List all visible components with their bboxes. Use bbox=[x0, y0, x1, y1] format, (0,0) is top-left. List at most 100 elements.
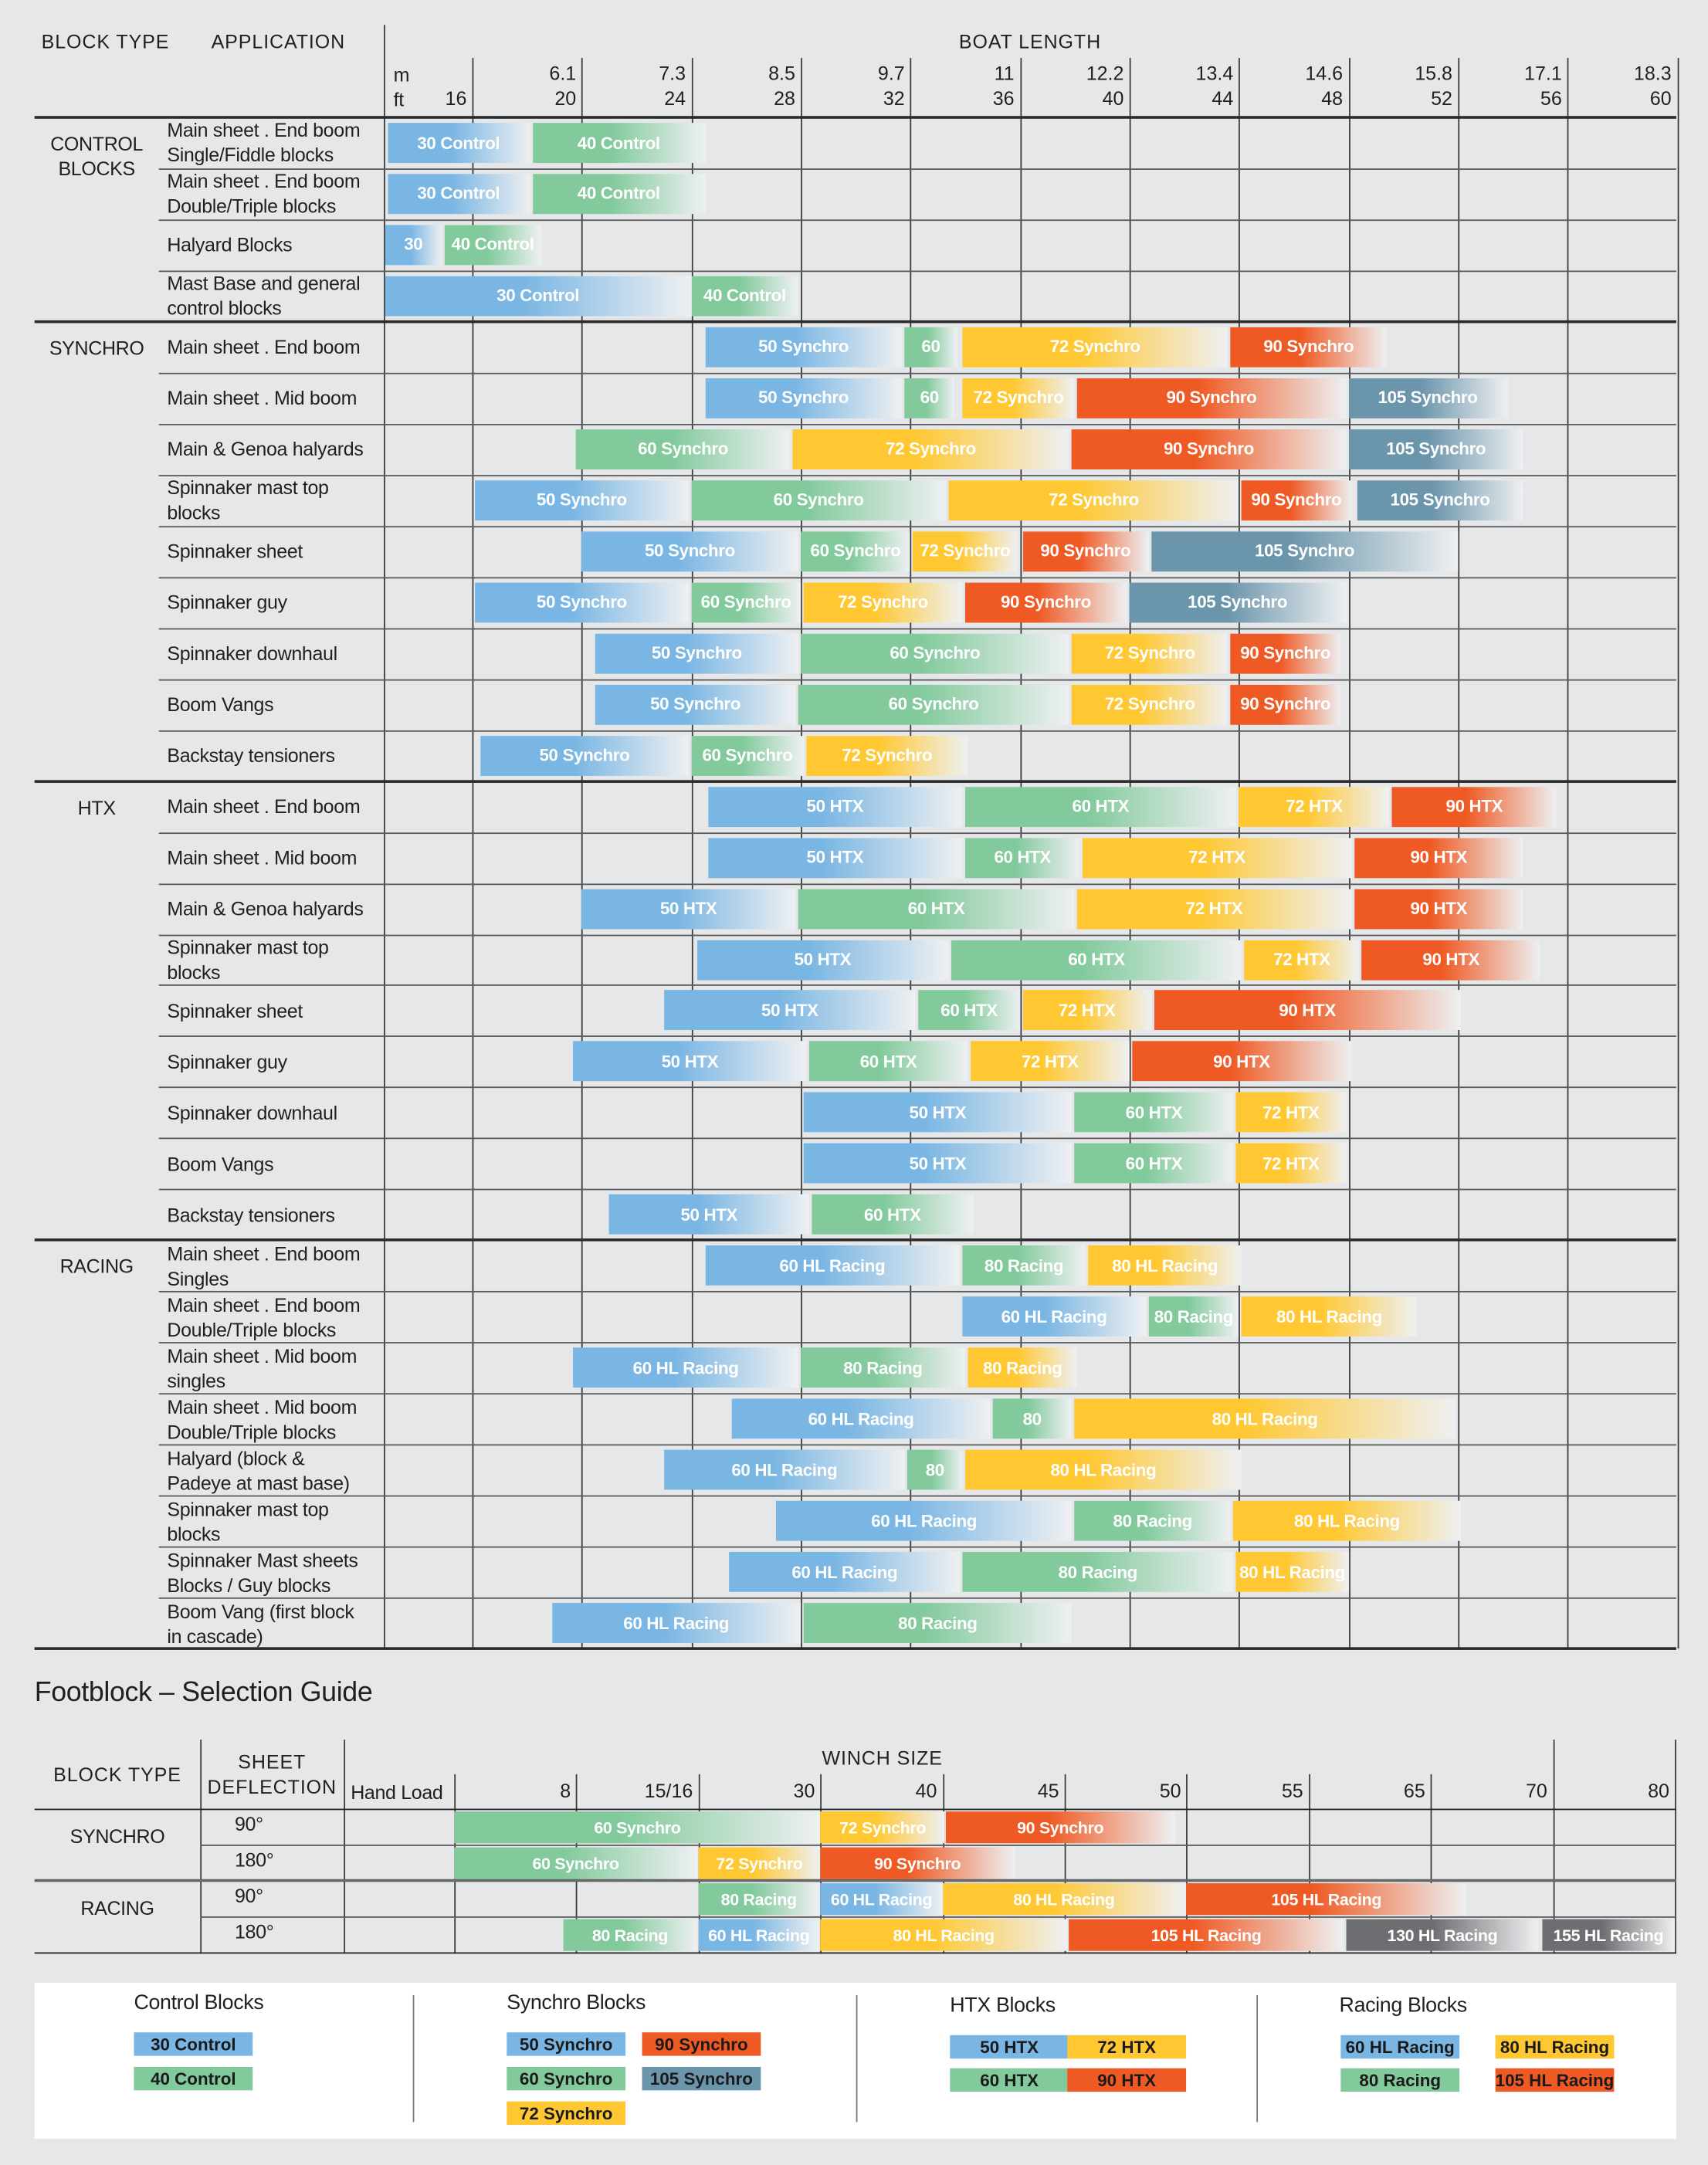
range-bar: 50 HTX bbox=[707, 786, 963, 827]
range-bar: 105 Synchro bbox=[1356, 479, 1524, 520]
row-divider bbox=[158, 1393, 1676, 1395]
range-bar: 50 Synchro bbox=[704, 327, 903, 368]
range-bar: 60 Synchro bbox=[801, 633, 1069, 674]
application-label: Spinnaker sheet bbox=[167, 999, 303, 1022]
row-divider bbox=[158, 984, 1676, 987]
tick-label-ft: 56 bbox=[1540, 86, 1562, 110]
gridline bbox=[1064, 1774, 1066, 1954]
range-bar: 90 HTX bbox=[1362, 939, 1540, 980]
feet-unit-label: ft bbox=[393, 88, 405, 111]
gridline bbox=[1308, 1774, 1310, 1954]
winch-tick-label: 30 bbox=[793, 1779, 815, 1802]
range-bar: 60 HTX bbox=[798, 888, 1075, 929]
legend-swatch: 80 Racing bbox=[1340, 2068, 1460, 2092]
range-bar: 90 HTX bbox=[1354, 837, 1524, 878]
range-bar: 72 HTX bbox=[970, 1042, 1130, 1082]
tick-label-m: 14.6 bbox=[1305, 62, 1344, 85]
range-bar: 90 HTX bbox=[1392, 786, 1557, 827]
row-divider bbox=[158, 1291, 1676, 1293]
legend-group-title: Racing Blocks bbox=[1339, 1994, 1468, 2018]
range-bar: 50 HTX bbox=[573, 1042, 807, 1082]
range-bar: 90 Synchro bbox=[820, 1847, 1015, 1879]
gridline bbox=[1552, 1740, 1554, 1954]
meter-unit-label: m bbox=[393, 63, 410, 86]
tick-label-ft: 28 bbox=[774, 86, 795, 110]
range-bar: 80 HL Racing bbox=[1088, 1245, 1242, 1286]
range-bar: 60 HL Racing bbox=[820, 1883, 943, 1916]
range-bar: 80 HL Racing bbox=[964, 1450, 1242, 1490]
range-bar: 80 HL Racing bbox=[1074, 1398, 1456, 1439]
row-divider bbox=[158, 679, 1676, 680]
range-bar: 50 HTX bbox=[581, 888, 795, 929]
legend-swatch: 80 HL Racing bbox=[1495, 2035, 1615, 2059]
range-bar: 90 Synchro bbox=[1230, 684, 1340, 725]
legend-divider bbox=[412, 1994, 415, 2123]
legend-swatch: 72 Synchro bbox=[507, 2101, 626, 2126]
row-divider bbox=[158, 270, 1676, 273]
tick-label-ft: 16 bbox=[445, 86, 467, 110]
row-divider bbox=[158, 1189, 1676, 1191]
range-bar: 72 Synchro bbox=[806, 735, 968, 776]
range-bar: 60 HL Racing bbox=[962, 1296, 1146, 1337]
footblock-group-label: RACING bbox=[80, 1896, 154, 1919]
block-type-header: BLOCK TYPE bbox=[41, 30, 170, 53]
range-bar: 50 HTX bbox=[608, 1194, 809, 1235]
range-bar: 60 Synchro bbox=[691, 735, 804, 776]
gridline bbox=[1676, 58, 1679, 1649]
tick-label-m: 18.3 bbox=[1633, 62, 1672, 85]
range-bar: 80 bbox=[907, 1450, 963, 1490]
footblock-header-rule bbox=[34, 1808, 1676, 1811]
range-bar: 40 Control bbox=[532, 174, 705, 215]
range-bar: 60 HTX bbox=[1074, 1143, 1234, 1184]
application-label: Backstay tensioners bbox=[167, 744, 335, 767]
tick-label-m: 7.3 bbox=[659, 62, 686, 85]
gridline bbox=[344, 1740, 346, 1954]
legend-swatch: 40 Control bbox=[134, 2066, 253, 2091]
legend-group-title: Control Blocks bbox=[134, 1991, 264, 2014]
winch-tick-label: 65 bbox=[1403, 1779, 1425, 1802]
group-label: SYNCHRO bbox=[49, 337, 144, 359]
row-divider bbox=[158, 1444, 1676, 1446]
application-label: Main sheet . End boom bbox=[167, 336, 361, 358]
range-bar: 60 HTX bbox=[812, 1194, 974, 1235]
axis-left-line bbox=[384, 25, 385, 1649]
row-divider bbox=[158, 883, 1676, 885]
gridline bbox=[1430, 1774, 1432, 1954]
range-bar: 80 Racing bbox=[1074, 1501, 1231, 1541]
range-bar: 105 Synchro bbox=[1129, 582, 1346, 622]
tick-label-ft: 52 bbox=[1431, 86, 1452, 110]
range-bar: 72 Synchro bbox=[820, 1811, 945, 1844]
range-bar: 60 Synchro bbox=[691, 479, 946, 520]
range-bar: 72 HTX bbox=[1083, 837, 1351, 878]
range-bar: 105 HL Racing bbox=[1068, 1919, 1344, 1951]
deflection-label: 180° bbox=[234, 1848, 274, 1872]
tick-label-m: 9.7 bbox=[877, 62, 905, 85]
application-label: Spinnaker downhaul bbox=[167, 1101, 337, 1124]
range-bar: 90 HTX bbox=[1354, 888, 1524, 929]
range-bar: 72 HTX bbox=[1239, 786, 1390, 827]
application-label: Spinnaker sheet bbox=[167, 540, 303, 563]
range-bar: 50 Synchro bbox=[480, 735, 689, 776]
range-bar: 80 Racing bbox=[962, 1552, 1234, 1593]
range-bar: 60 Synchro bbox=[454, 1811, 821, 1844]
range-bar: 60 HL Racing bbox=[729, 1552, 960, 1593]
range-bar: 72 Synchro bbox=[962, 378, 1075, 418]
tick-label-ft: 60 bbox=[1649, 86, 1672, 110]
application-label: Main sheet . Mid boom bbox=[167, 387, 358, 409]
winch-tick-label: 50 bbox=[1159, 1779, 1181, 1802]
application-label: Spinnaker guy bbox=[167, 1050, 287, 1073]
range-bar: 50 HTX bbox=[707, 837, 963, 878]
range-bar: 60 bbox=[904, 378, 954, 418]
row-divider bbox=[158, 219, 1676, 222]
tick-label-ft: 48 bbox=[1321, 86, 1344, 110]
application-label: Mast Base and general control blocks bbox=[167, 272, 361, 320]
range-bar: 50 Synchro bbox=[595, 684, 795, 725]
hand-load-header: Hand Load bbox=[351, 1780, 443, 1804]
deflection-label: 90° bbox=[234, 1884, 263, 1907]
application-label: Spinnaker mast top blocks bbox=[167, 1497, 329, 1545]
range-bar: 90 HTX bbox=[1154, 991, 1461, 1031]
range-bar: 90 Synchro bbox=[1077, 378, 1346, 418]
gridline bbox=[581, 58, 584, 1649]
legend-group-title: HTX Blocks bbox=[950, 1994, 1056, 2018]
range-bar: 105 HL Racing bbox=[1186, 1883, 1466, 1916]
